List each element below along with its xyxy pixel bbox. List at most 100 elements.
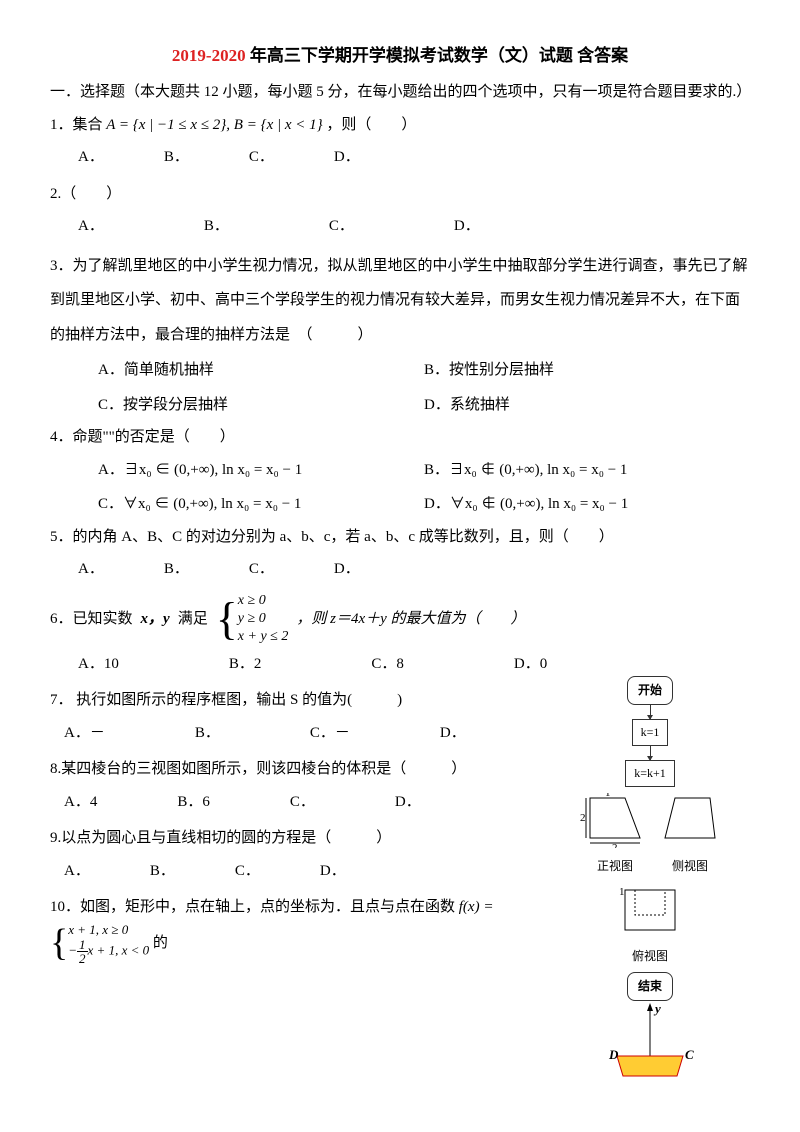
q6-opt-a: A．10 bbox=[78, 650, 119, 679]
q1-opt-a: A． bbox=[78, 143, 104, 172]
q3-options: A．简单随机抽样 B．按性别分层抽样 C．按学段分层抽样 D．系统抽样 bbox=[50, 356, 750, 419]
q10-line2: −12x + 1, x < 0 bbox=[68, 938, 149, 965]
svg-text:y: y bbox=[653, 1001, 661, 1016]
q6-line2: y ≥ 0 bbox=[238, 610, 289, 628]
q10-stem-a: 10．如图，矩形中，点在轴上，点的坐标为．且点与点在函数 bbox=[50, 899, 459, 915]
q3-opt-b: B．按性别分层抽样 bbox=[424, 356, 750, 385]
flow-kk: k=k+1 bbox=[625, 760, 675, 787]
flowchart: 开始 k=1 k=k+1 bbox=[550, 676, 750, 786]
top-label: 俯视图 bbox=[550, 945, 750, 968]
q8-opt-a: A．4 bbox=[64, 788, 97, 817]
q2-opt-b: B． bbox=[204, 212, 229, 241]
q5-opt-a: A． bbox=[78, 555, 104, 584]
q1-opt-d: D． bbox=[334, 143, 360, 172]
q1-math: A = {x | −1 ≤ x ≤ 2}, B = {x | x < 1} bbox=[106, 117, 322, 133]
q7-opt-d: D． bbox=[440, 719, 466, 748]
question-6: 6．已知实数 x，y 满足 { x ≥ 0 y ≥ 0 x + y ≤ 2 ，则… bbox=[50, 592, 750, 646]
svg-text:C: C bbox=[685, 1047, 694, 1062]
q4-opt-d: D．∀x₀ ∉ (0,+∞), ln x₀ = x₀ − 1 bbox=[424, 490, 750, 519]
q4-opt-a: A．∃x₀ ∈ (0,+∞), ln x₀ = x₀ − 1 bbox=[98, 456, 424, 485]
q8-opt-b: B．6 bbox=[177, 788, 210, 817]
brace-icon: { bbox=[216, 596, 238, 642]
q1-opt-c: C． bbox=[249, 143, 274, 172]
q6-vars: x，y bbox=[141, 605, 170, 634]
question-5: 5．的内角 A、B、C 的对边分别为 a、b、c，若 a、b、c 成等比数列，且… bbox=[50, 523, 750, 552]
front-view-icon: 2 2 1 bbox=[580, 793, 650, 848]
brace-icon: { bbox=[50, 924, 68, 962]
q6-options: A．10 B．2 C．8 D．0 bbox=[50, 650, 750, 679]
q5-opt-b: B． bbox=[164, 555, 189, 584]
flow-start: 开始 bbox=[627, 676, 673, 705]
q6-opt-c: C．8 bbox=[371, 650, 404, 679]
flow-k1: k=1 bbox=[632, 719, 669, 746]
q4-opt-b: B．∃x₀ ∉ (0,+∞), ln x₀ = x₀ − 1 bbox=[424, 456, 750, 485]
title-rest: 年高三下学期开学模拟考试数学（文）试题 含答案 bbox=[246, 46, 629, 65]
q8-opt-d: D． bbox=[395, 788, 421, 817]
q10-line1: x + 1, x ≥ 0 bbox=[68, 922, 149, 938]
q6-opt-d: D．0 bbox=[514, 650, 547, 679]
q9-options: A． B． C． D． bbox=[50, 857, 364, 886]
three-views: 2 2 1 正视图 侧视图 bbox=[550, 793, 750, 879]
q2-opt-d: D． bbox=[454, 212, 480, 241]
q7-options: A．－ B． C．－ D． bbox=[50, 719, 540, 748]
q2-options: A． B． C． D． bbox=[50, 212, 750, 241]
q1-stem-b: ，则（ ） bbox=[323, 117, 417, 133]
q6-brace: { x ≥ 0 y ≥ 0 x + y ≤ 2 bbox=[216, 592, 289, 646]
page-title: 2019-2020 年高三下学期开学模拟考试数学（文）试题 含答案 bbox=[50, 40, 750, 72]
arrow-icon bbox=[650, 746, 651, 760]
right-figures: 开始 k=1 k=k+1 2 2 1 正视图 侧视图 bbox=[550, 676, 750, 1080]
q3-opt-a: A．简单随机抽样 bbox=[98, 356, 424, 385]
q10-stem-b: 的 bbox=[153, 935, 168, 951]
q8-opt-c: C． bbox=[290, 788, 315, 817]
flow-end-wrap: 结束 bbox=[550, 972, 750, 1001]
question-2: 2.（ ） bbox=[50, 180, 750, 209]
q9-opt-a: A． bbox=[64, 857, 90, 886]
q4-opt-c: C．∀x₀ ∈ (0,+∞), ln x₀ = x₀ − 1 bbox=[98, 490, 424, 519]
side-view-icon bbox=[660, 793, 720, 848]
q5-options: A． B． C． D． bbox=[50, 555, 750, 584]
svg-text:D: D bbox=[608, 1047, 619, 1062]
q1-opt-b: B． bbox=[164, 143, 189, 172]
q6-line1: x ≥ 0 bbox=[238, 592, 289, 610]
q10-brace: { x + 1, x ≥ 0 −12x + 1, x < 0 bbox=[50, 922, 149, 965]
q10-fx: f(x) = bbox=[459, 899, 494, 915]
q6-opt-b: B．2 bbox=[229, 650, 262, 679]
q1-options: A． B． C． D． bbox=[50, 143, 750, 172]
q9-opt-d: D． bbox=[320, 857, 346, 886]
q5-opt-c: C． bbox=[249, 555, 274, 584]
q4-options: A．∃x₀ ∈ (0,+∞), ln x₀ = x₀ − 1 B．∃x₀ ∉ (… bbox=[50, 456, 750, 519]
q6-stem-b: 满足 bbox=[178, 605, 208, 634]
svg-text:1: 1 bbox=[619, 886, 625, 898]
arrow-icon bbox=[650, 705, 651, 719]
axis-icon: y D C bbox=[605, 1001, 695, 1081]
top-view-icon: 1 bbox=[615, 882, 685, 937]
q2-opt-a: A． bbox=[78, 212, 104, 241]
flow-end: 结束 bbox=[627, 972, 673, 1001]
q2-opt-c: C． bbox=[329, 212, 354, 241]
q3-opt-c: C．按学段分层抽样 bbox=[98, 391, 424, 420]
svg-text:1: 1 bbox=[605, 793, 611, 799]
q3-opt-d: D．系统抽样 bbox=[424, 391, 750, 420]
q1-stem-a: 1．集合 bbox=[50, 117, 106, 133]
q6-stem-a: 6．已知实数 bbox=[50, 605, 133, 634]
section-1-heading: 一．选择题（本大题共 12 小题，每小题 5 分，在每小题给出的四个选项中，只有… bbox=[50, 78, 750, 107]
svg-text:2: 2 bbox=[580, 812, 586, 824]
axis-figure: y D C bbox=[605, 1001, 695, 1081]
q8-options: A．4 B．6 C． D． bbox=[50, 788, 540, 817]
q6-line3: x + y ≤ 2 bbox=[238, 628, 289, 646]
top-view: 1 俯视图 bbox=[550, 882, 750, 968]
q6-stem-c: ，则 z＝4x＋y 的最大值为（ ） bbox=[296, 605, 525, 634]
q7-opt-c: C．－ bbox=[310, 719, 350, 748]
fraction-icon: 12 bbox=[77, 938, 88, 965]
q9-opt-c: C． bbox=[235, 857, 260, 886]
side-view: 侧视图 bbox=[660, 793, 720, 879]
front-label: 正视图 bbox=[580, 855, 650, 878]
title-red: 2019-2020 bbox=[172, 46, 246, 65]
svg-text:2: 2 bbox=[612, 842, 618, 848]
side-label: 侧视图 bbox=[660, 855, 720, 878]
question-1: 1．集合 A = {x | −1 ≤ x ≤ 2}, B = {x | x < … bbox=[50, 111, 750, 140]
q7-opt-a: A．－ bbox=[64, 719, 105, 748]
question-3: 3．为了解凯里地区的中小学生视力情况，拟从凯里地区的中小学生中抽取部分学生进行调… bbox=[50, 249, 750, 353]
q7-opt-b: B． bbox=[195, 719, 220, 748]
question-4: 4．命题""的否定是（ ） bbox=[50, 423, 750, 452]
